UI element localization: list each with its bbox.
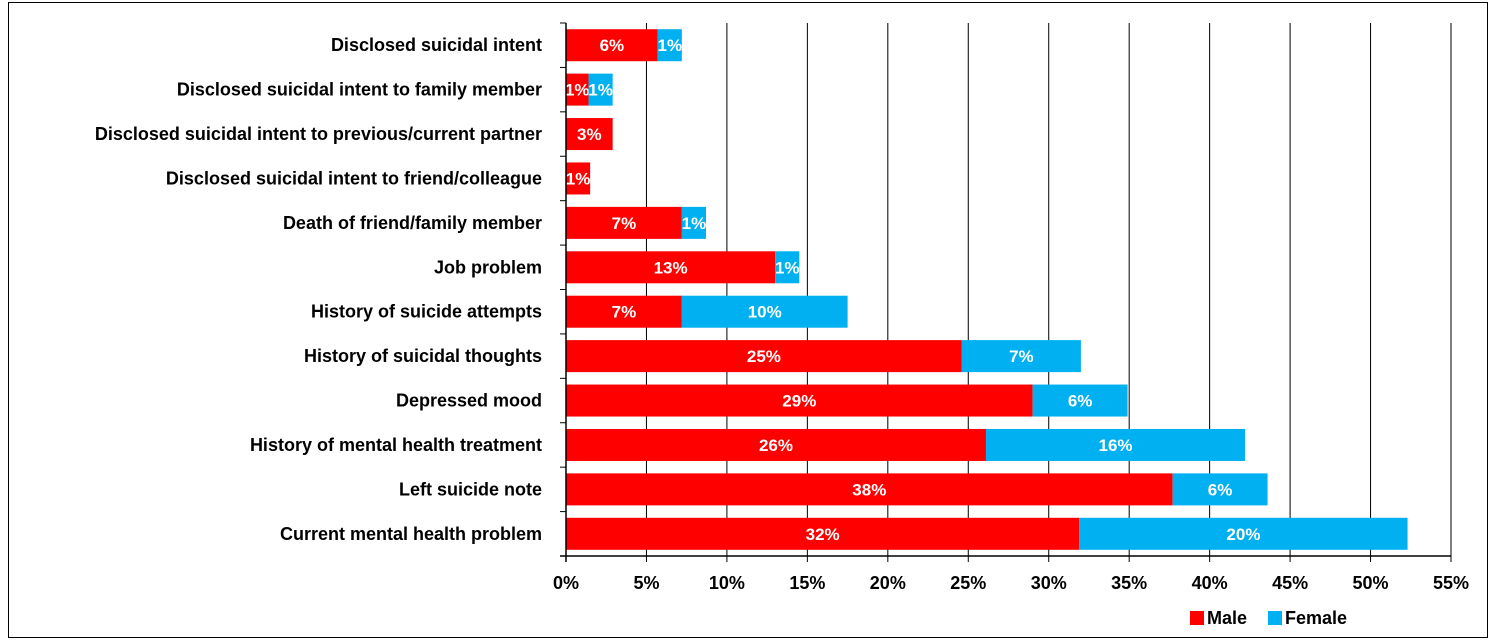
data-label: 29% (782, 392, 816, 411)
category-label: Depressed mood (396, 391, 542, 411)
bars: 6% 1%1%1%3%1%7% 1%13% 1%7% 10%25% 7%29% 6%26% 1… (565, 29, 1408, 550)
category-label: Disclosed suicidal intent to friend/coll… (166, 168, 542, 188)
category-label: Disclosed suicidal intent (331, 35, 542, 55)
bar-female (1079, 517, 1408, 550)
legend-swatch-female (1268, 611, 1282, 625)
legend: Male Female (1190, 608, 1347, 628)
x-tick-label: 35% (1111, 573, 1147, 593)
x-tick-label: 20% (870, 573, 906, 593)
data-label: 3% (577, 125, 602, 144)
data-label: 25% (747, 347, 781, 366)
bar-male (566, 29, 658, 62)
bar-female (1032, 384, 1128, 417)
data-label: 32% (806, 525, 840, 544)
legend-label-male: Male (1207, 608, 1247, 628)
x-tick-label: 50% (1353, 573, 1389, 593)
bar-male (566, 473, 1173, 506)
data-label: 1% (657, 36, 682, 55)
bar-male (566, 340, 962, 373)
bar-male (566, 206, 682, 239)
axes (560, 22, 1452, 562)
data-label: 7% (612, 214, 637, 233)
data-label: 6% (1208, 480, 1233, 499)
bar-male (566, 384, 1033, 417)
data-label: 1% (775, 258, 800, 277)
category-label: Death of friend/family member (283, 213, 542, 233)
data-label: 1% (565, 81, 590, 100)
x-tick-label: 55% (1433, 573, 1469, 593)
category-label: History of suicidal thoughts (304, 346, 542, 366)
category-labels: Disclosed suicidal intent Disclosed suici… (95, 35, 542, 544)
x-tick-label: 0% (553, 573, 579, 593)
data-label: 7% (612, 303, 637, 322)
bar-female (985, 428, 1246, 461)
bar-female (1172, 473, 1268, 506)
legend-label-female: Female (1285, 608, 1347, 628)
x-tick-label: 25% (950, 573, 986, 593)
bar-female (681, 295, 848, 328)
data-label: 6% (600, 36, 625, 55)
data-label: 20% (1226, 525, 1260, 544)
bar-male (566, 162, 591, 195)
x-tick-label: 10% (709, 573, 745, 593)
category-label: History of mental health treatment (250, 435, 542, 455)
data-label: 1% (566, 169, 591, 188)
bar-male (566, 295, 682, 328)
data-label: 16% (1098, 436, 1132, 455)
bar-female (657, 29, 682, 62)
category-label: Disclosed suicidal intent to family memb… (177, 80, 542, 100)
gridlines (645, 23, 1452, 556)
category-label: Current mental health problem (280, 524, 542, 544)
bar-male (566, 118, 613, 151)
data-label: 38% (852, 480, 886, 499)
data-label: 10% (748, 303, 782, 322)
category-label: Job problem (434, 257, 542, 277)
data-label: 7% (1009, 347, 1034, 366)
bar-male (566, 428, 986, 461)
legend-swatch-male (1190, 611, 1204, 625)
data-label: 26% (759, 436, 793, 455)
x-tick-label: 45% (1272, 573, 1308, 593)
bar-female (588, 73, 613, 106)
category-label: Disclosed suicidal intent to previous/cu… (95, 124, 542, 144)
bar-male (566, 73, 589, 106)
x-tick-label: 40% (1192, 573, 1228, 593)
data-label: 1% (588, 81, 613, 100)
category-label: Left suicide note (399, 479, 542, 499)
x-tick-label: 30% (1031, 573, 1067, 593)
x-tick-label: 15% (789, 573, 825, 593)
data-label: 1% (682, 214, 707, 233)
data-label: 6% (1068, 392, 1093, 411)
bar-male (566, 517, 1080, 550)
x-tick-label: 5% (633, 573, 659, 593)
bar-female (775, 251, 800, 284)
x-tick-labels: 0% 5% 10% 15% 20% 25% 30% 35% 40% 45% 50% 55% (553, 573, 1469, 593)
bar-female (681, 206, 706, 239)
data-label: 13% (654, 258, 688, 277)
bar-male (566, 251, 776, 284)
bar-female (961, 340, 1081, 373)
category-label: History of suicide attempts (311, 302, 542, 322)
